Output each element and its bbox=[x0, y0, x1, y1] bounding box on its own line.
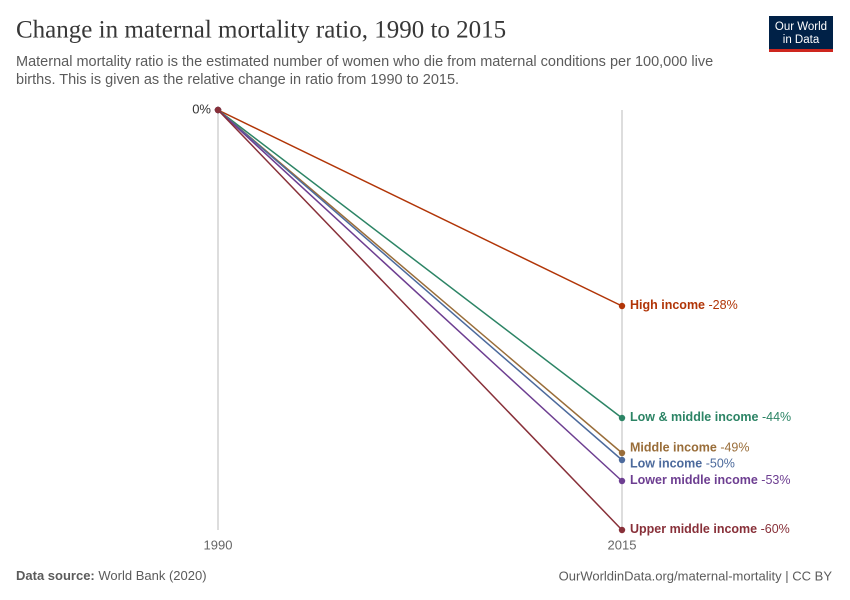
chart-title: Change in maternal mortality ratio, 1990… bbox=[16, 17, 506, 44]
logo-text[interactable]: in Data bbox=[783, 34, 820, 46]
value-label: -60% bbox=[761, 522, 790, 536]
value-label: -44% bbox=[762, 410, 791, 424]
chart-subtitle: births. This is given as the relative ch… bbox=[16, 72, 459, 88]
series-line bbox=[217, 109, 623, 461]
series-line bbox=[217, 109, 623, 482]
point bbox=[214, 106, 222, 114]
series-line bbox=[217, 109, 623, 531]
series-line bbox=[217, 109, 623, 307]
logo-text[interactable]: Our World bbox=[775, 21, 827, 33]
point bbox=[618, 449, 626, 457]
series-label: Middle income -49% bbox=[630, 441, 750, 455]
series-name: Low income bbox=[630, 457, 702, 471]
series-label: Lower middle income -53% bbox=[630, 473, 790, 487]
logo[interactable]: Our World in Data bbox=[769, 16, 833, 52]
point bbox=[618, 456, 626, 464]
series-name: Middle income bbox=[630, 441, 717, 455]
url[interactable]: OurWorldinData.org/maternal-mortality | … bbox=[559, 568, 833, 583]
point bbox=[618, 526, 626, 534]
series-label: Low income -50% bbox=[630, 457, 735, 471]
value-label: -49% bbox=[720, 441, 749, 455]
y-tick-label: 0% bbox=[192, 101, 211, 116]
series-name: Low & middle income bbox=[630, 410, 759, 424]
source: Data source: World Bank (2020) bbox=[16, 568, 207, 583]
point bbox=[618, 477, 626, 485]
series-label: Upper middle income -60% bbox=[630, 522, 790, 536]
series-name: Lower middle income bbox=[630, 473, 758, 487]
series-line bbox=[217, 109, 623, 419]
series-name: Upper middle income bbox=[630, 522, 757, 536]
x-tick-label: 1990 bbox=[204, 537, 233, 552]
point bbox=[618, 414, 626, 422]
value-label: -50% bbox=[706, 457, 735, 471]
source-label: Data source: bbox=[16, 568, 95, 583]
series-label: Low & middle income -44% bbox=[630, 410, 791, 424]
value-label: -28% bbox=[709, 298, 738, 312]
point bbox=[618, 302, 626, 310]
source-text: World Bank (2020) bbox=[98, 568, 206, 583]
series-line bbox=[217, 109, 623, 454]
logo-underline bbox=[769, 49, 833, 52]
chart-subtitle: Maternal mortality ratio is the estimate… bbox=[16, 54, 713, 70]
series-label: High income -28% bbox=[630, 298, 738, 312]
series-name: High income bbox=[630, 298, 705, 312]
value-label: -53% bbox=[761, 473, 790, 487]
logo-box[interactable] bbox=[769, 16, 833, 52]
x-tick-label: 2015 bbox=[608, 537, 637, 552]
